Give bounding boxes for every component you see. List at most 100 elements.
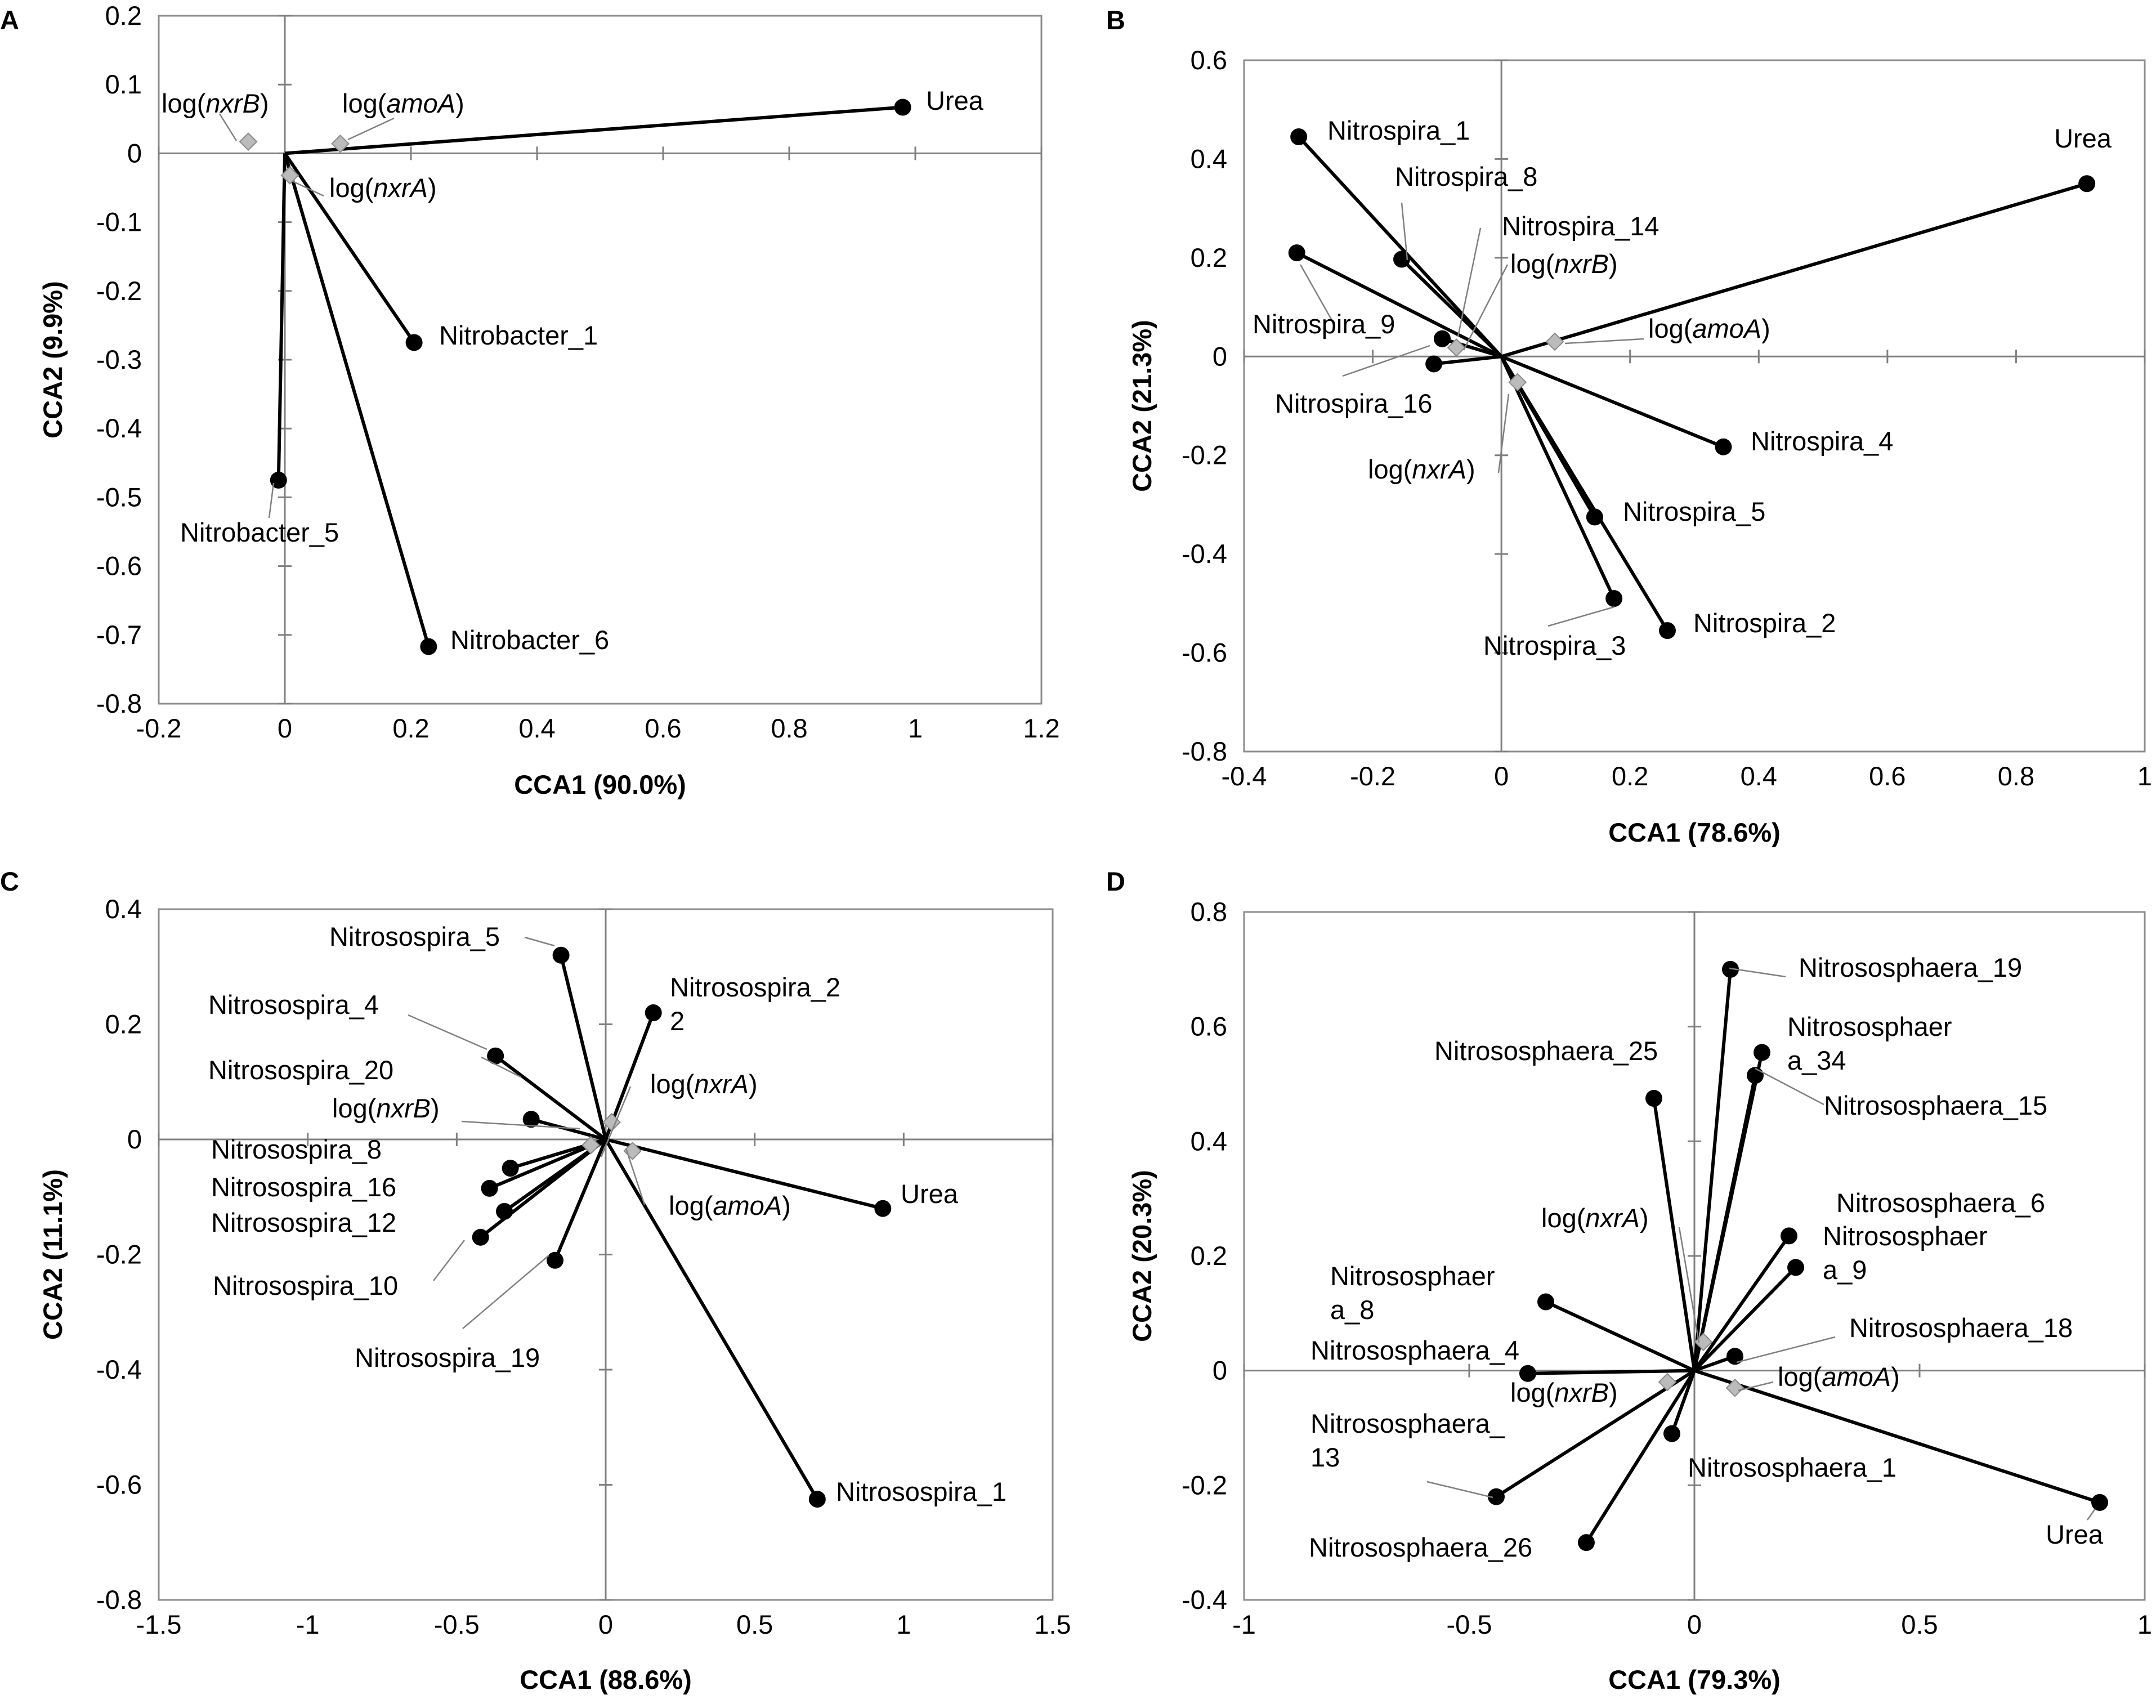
x-tick-label: 0.2: [1612, 761, 1648, 791]
leader-line: [1547, 606, 1615, 627]
species-point: [1645, 1089, 1662, 1107]
vector-line: [1527, 1369, 1695, 1375]
y-tick-label: 0.4: [105, 894, 142, 924]
y-tick-label: -0.2: [1182, 440, 1227, 470]
data-label: Nitrososphaera_19: [1799, 953, 2022, 982]
species-point: [645, 1004, 662, 1022]
leader-line: [625, 1148, 646, 1205]
x-tick-label: 1: [908, 713, 923, 743]
species-point: [1605, 590, 1623, 607]
panel-b: -0.4 -0.2 0 0.2 0.4 0.6 0.8 1 -0.8 -0.6 -0.4 -0.2 0 0…: [1106, 5, 2152, 847]
data-label: Nitrospira_14: [1502, 211, 1660, 241]
y-tick-label: -0.4: [96, 1354, 142, 1384]
x-tick-label: 0: [1687, 1609, 1702, 1639]
x-axis-title: CCA1 (90.0%): [514, 770, 686, 799]
vector-line: [1501, 182, 2087, 359]
x-tick-label: 0.6: [645, 713, 681, 743]
leader-line: [1342, 345, 1430, 377]
y-tick-label: 0.6: [1191, 1012, 1227, 1041]
species-point: [1425, 355, 1443, 373]
data-label: Nitrospira_16: [1275, 388, 1433, 418]
data-label: Nitrososphaera_26: [1309, 1532, 1532, 1562]
data-label: log(nxrA): [1541, 1203, 1649, 1233]
species-point: [552, 946, 570, 964]
data-label: Urea: [2046, 1519, 2104, 1549]
y-tick-label: -0.2: [96, 1240, 142, 1269]
y-axis-title: CCA2 (20.3%): [1127, 1170, 1157, 1342]
y-tick-label: 0: [127, 138, 142, 168]
y-tick-label: -0.1: [96, 207, 142, 237]
data-label: Nitrososphaer a_34: [1787, 1012, 1952, 1075]
data-label: Nitrososphaera_18: [1849, 1313, 2073, 1343]
y-tick-label: -0.2: [96, 276, 142, 306]
species-point: [1434, 330, 1451, 347]
species-point: [874, 1200, 892, 1217]
species-point: [405, 334, 423, 351]
species-point: [1659, 622, 1676, 640]
vector-line: [1694, 1369, 2100, 1504]
x-tick-label: 0: [598, 1609, 613, 1639]
species-point: [1787, 1259, 1804, 1276]
y-tick-label: -0.8: [1182, 736, 1227, 766]
species-point: [270, 471, 287, 489]
vector-line: [604, 1138, 819, 1500]
data-label: Nitrosospira_5: [329, 922, 500, 951]
data-label: Nitrospira_5: [1623, 497, 1765, 526]
vector-line: [276, 153, 287, 480]
data-label: Nitrospira_4: [1751, 426, 1893, 456]
leader-line: [292, 180, 324, 197]
species-point: [808, 1491, 826, 1508]
vector-line: [479, 1138, 607, 1239]
vector-line: [1500, 355, 1669, 632]
species-point: [481, 1179, 498, 1197]
data-label: log(amoA): [669, 1191, 791, 1220]
vector-line: [1693, 1266, 1797, 1372]
species-point: [1290, 128, 1308, 145]
data-label: Nitrospira_8: [1395, 162, 1537, 191]
species-point: [1393, 251, 1410, 268]
x-tick-label: 0.4: [1741, 761, 1777, 791]
species-point: [894, 99, 911, 116]
species-point: [1747, 1067, 1764, 1084]
env-point: [1658, 1372, 1677, 1392]
x-tick-label: 0.8: [1998, 761, 2034, 791]
x-tick-label: 0: [278, 713, 292, 743]
species-point: [1726, 1348, 1743, 1365]
leader-line: [1497, 394, 1510, 473]
x-tick-label: -0.4: [1222, 761, 1267, 791]
x-tick-label: -0.2: [1350, 761, 1395, 791]
y-tick-label: -0.8: [96, 1585, 142, 1615]
y-tick-label: -0.3: [96, 345, 142, 374]
species-point: [1754, 1044, 1770, 1061]
species-point: [2091, 1494, 2108, 1511]
y-tick-label: -0.8: [96, 688, 142, 718]
species-point: [420, 638, 437, 655]
data-label: Nitrososphaera_ 13: [1310, 1409, 1505, 1472]
vector-line: [1400, 258, 1503, 358]
y-tick-label: -0.6: [96, 551, 142, 581]
leader-line: [1736, 1336, 1836, 1363]
leader-line: [1755, 1067, 1824, 1106]
data-label: Nitrospira_3: [1483, 631, 1626, 660]
data-label: Nitrosospira_2 2: [670, 972, 840, 1036]
leader-line: [433, 1240, 465, 1281]
vector-line: [283, 153, 431, 647]
panel-label: B: [1106, 5, 1125, 35]
data-label: Nitrosospira_19: [355, 1343, 540, 1372]
x-tick-label: 1.2: [1023, 713, 1059, 743]
vector-line: [1693, 1235, 1791, 1372]
data-label: Nitrososphaera_6: [1836, 1188, 2045, 1218]
species-point: [487, 1047, 504, 1065]
species-point: [1488, 1488, 1505, 1505]
panel-label: A: [0, 5, 19, 35]
data-label: Nitrobacter_6: [450, 625, 609, 655]
vector-line: [1296, 251, 1502, 358]
species-point: [522, 1111, 540, 1128]
x-tick-label: 0: [1494, 761, 1509, 791]
leader-line: [1426, 1481, 1493, 1499]
leader-line: [1299, 264, 1335, 325]
leader-line: [268, 482, 275, 518]
y-tick-label: 0.2: [105, 1, 142, 30]
leader-line: [1462, 264, 1509, 351]
y-axis-title: CCA2 (21.3%): [1127, 320, 1157, 492]
